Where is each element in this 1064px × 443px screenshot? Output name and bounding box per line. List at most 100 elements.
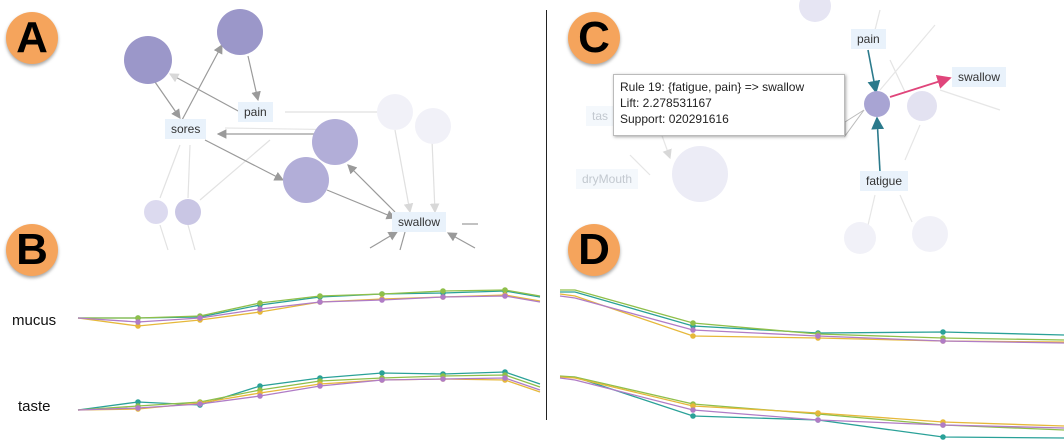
- trend-point: [815, 410, 821, 416]
- panel-b-badge: B: [6, 224, 58, 276]
- node-label-sores[interactable]: sores: [165, 119, 207, 139]
- trend-point: [257, 306, 263, 312]
- trend-point: [257, 393, 263, 399]
- trend-line-d-upper: [560, 291, 1064, 336]
- trend-point: [257, 383, 263, 389]
- node-label-tas-c[interactable]: tas: [586, 106, 615, 126]
- trend-point: [135, 315, 141, 321]
- node[interactable]: [844, 222, 876, 254]
- trend-point: [502, 293, 508, 299]
- trend-point: [940, 329, 946, 335]
- tooltip-lift: Lift: 2.278531167: [620, 96, 712, 110]
- tooltip-pointer: [844, 109, 865, 138]
- panel-c-badge: C: [568, 12, 620, 64]
- edge: [181, 43, 223, 121]
- row-label-taste: taste: [18, 398, 51, 415]
- trend-line-taste: [77, 371, 541, 411]
- trend-point: [317, 293, 323, 299]
- edge: [629, 154, 651, 176]
- trend-point: [197, 315, 203, 321]
- trend-point: [690, 333, 696, 339]
- node[interactable]: [312, 119, 358, 165]
- trend-point: [379, 377, 385, 383]
- trend-line-d-lower: [559, 375, 1064, 431]
- trend-point: [379, 370, 385, 376]
- trend-point: [135, 319, 141, 325]
- panel-divider: [546, 10, 547, 420]
- tooltip-support: Support: 020291616: [620, 112, 729, 126]
- trend-point: [440, 288, 446, 294]
- trend-point: [197, 401, 203, 407]
- edge: [204, 139, 285, 181]
- trend-point: [317, 299, 323, 305]
- trend-point: [379, 291, 385, 297]
- trend-point: [502, 287, 508, 293]
- trend-line-d-lower: [560, 376, 1064, 439]
- node[interactable]: [377, 94, 413, 130]
- edge: [247, 55, 261, 102]
- node[interactable]: [672, 146, 728, 202]
- trend-point: [257, 300, 263, 306]
- trend-lines: [77, 287, 1064, 440]
- trend-point: [690, 413, 696, 419]
- node[interactable]: [124, 36, 172, 84]
- node-label-swallow-c[interactable]: swallow: [952, 67, 1007, 87]
- trend-point: [502, 375, 508, 381]
- trend-point: [317, 383, 323, 389]
- trend-point: [440, 294, 446, 300]
- edge: [889, 59, 906, 93]
- edge: [399, 231, 406, 251]
- trend-point: [690, 403, 696, 409]
- trend-point: [135, 405, 141, 411]
- node-label-drymouth-c[interactable]: dryMouth: [576, 169, 639, 189]
- node[interactable]: [415, 108, 451, 144]
- rule-edge-fatigue[interactable]: [871, 116, 885, 173]
- tooltip-rule: Rule 19: {fatigue, pain} => swallow: [620, 80, 805, 94]
- edge: [326, 189, 397, 220]
- graph-c: [629, 0, 1001, 254]
- node[interactable]: [283, 157, 329, 203]
- trend-line-taste: [77, 374, 541, 411]
- edge: [187, 224, 196, 251]
- edge: [168, 73, 241, 113]
- row-label-mucus: mucus: [12, 312, 57, 329]
- trend-point: [940, 338, 946, 344]
- node-label-swallow[interactable]: swallow: [392, 212, 447, 232]
- trend-point: [690, 320, 696, 326]
- node-label-pain[interactable]: pain: [238, 102, 273, 122]
- node[interactable]: [864, 91, 890, 117]
- trend-point: [379, 297, 385, 303]
- trend-point: [815, 333, 821, 339]
- node[interactable]: [217, 9, 263, 55]
- rule-edge-swallow[interactable]: [889, 74, 952, 98]
- edge: [899, 194, 913, 223]
- edge: [159, 144, 181, 199]
- node[interactable]: [144, 200, 168, 224]
- trend-point: [135, 323, 141, 329]
- panel-a-badge: A: [6, 12, 58, 64]
- trend-line-mucus: [78, 290, 541, 319]
- rule-tooltip: Rule 19: {fatigue, pain} => swallow Lift…: [613, 74, 845, 136]
- node[interactable]: [912, 216, 948, 252]
- graph-a: [124, 9, 478, 251]
- node-label-pain-c[interactable]: pain: [851, 29, 886, 49]
- node-label-fatigue-c[interactable]: fatigue: [860, 171, 909, 191]
- edge: [347, 164, 396, 213]
- rule-edge-pain[interactable]: [867, 49, 881, 94]
- edge: [369, 231, 399, 249]
- edge: [394, 129, 414, 214]
- edge: [939, 89, 1001, 111]
- node[interactable]: [907, 91, 937, 121]
- trend-point: [135, 399, 141, 405]
- trend-point: [690, 407, 696, 413]
- edge: [446, 232, 476, 249]
- edge: [199, 139, 271, 201]
- trend-point: [815, 417, 821, 423]
- trend-line-d-upper: [559, 295, 1064, 344]
- trend-line-d-upper: [560, 289, 1064, 341]
- panel-d-badge: D: [568, 224, 620, 276]
- node[interactable]: [799, 0, 831, 22]
- node[interactable]: [175, 199, 201, 225]
